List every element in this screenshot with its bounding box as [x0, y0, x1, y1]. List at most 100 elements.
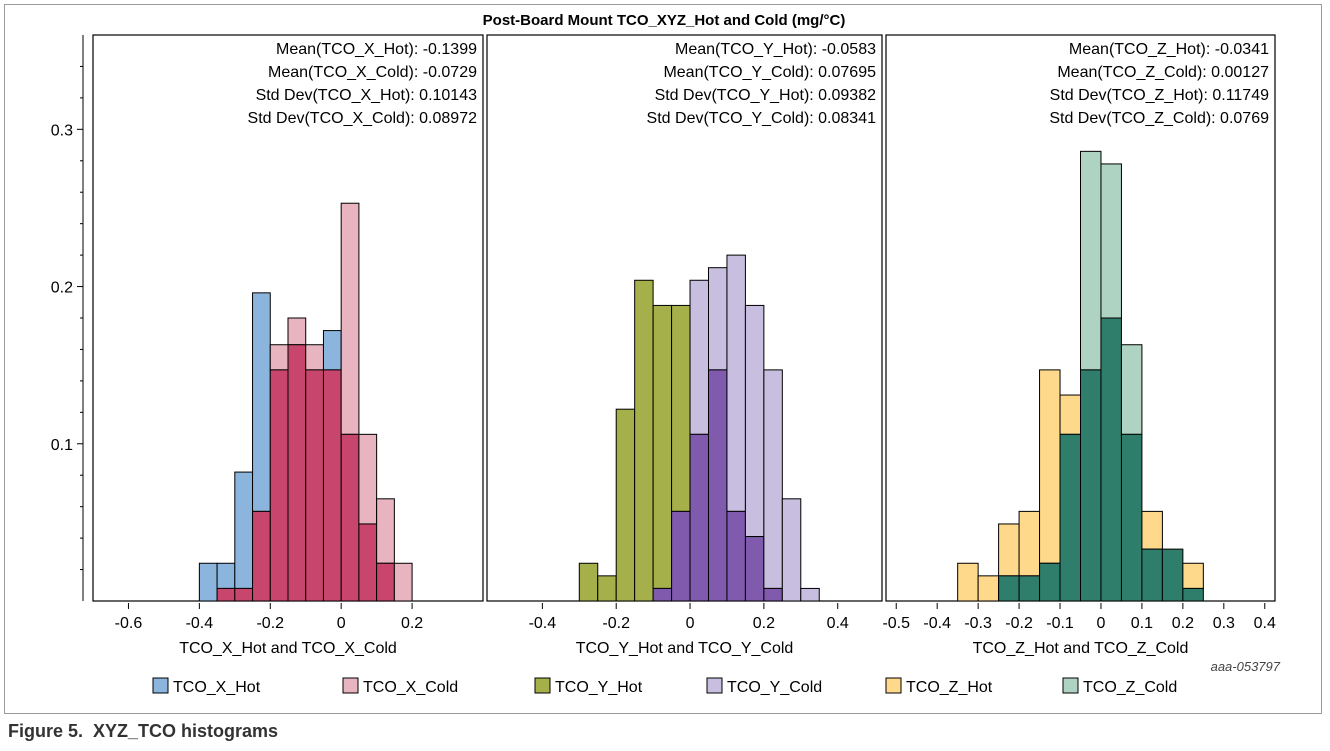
panel-y: Mean(TCO_Y_Hot): -0.0583 Mean(TCO_Y_Cold)…	[486, 34, 883, 657]
histogram-bar	[1141, 510, 1163, 550]
histogram-bar-overlap	[744, 536, 765, 602]
histogram-bar-overlap	[998, 575, 1020, 602]
histogram-bar	[689, 279, 709, 435]
histogram-bar	[358, 433, 378, 525]
x-tick-label: 0	[1097, 615, 1106, 632]
x-tick-label: -0.5	[882, 615, 910, 632]
x-tick-label: -0.4	[186, 615, 214, 632]
histogram-bar-overlap	[671, 510, 691, 602]
histogram-bar-overlap	[1080, 369, 1102, 602]
stats-annotation: Mean(TCO_X_Hot): -0.1399	[276, 41, 477, 58]
histogram-bar-overlap	[652, 587, 673, 602]
histogram-bar-overlap	[1100, 317, 1122, 602]
x-tick-label: -0.6	[115, 615, 143, 632]
histogram-bar-overlap	[1018, 575, 1041, 602]
histogram-bar-overlap	[358, 523, 378, 602]
histogram-bar-overlap	[252, 510, 271, 602]
histogram-bar-overlap	[763, 587, 783, 602]
x-tick-label: 0.1	[1131, 615, 1153, 632]
legend-label: TCO_X_Cold	[363, 679, 458, 696]
stats-annotation: Mean(TCO_Z_Cold): 0.00127	[1057, 64, 1269, 81]
histogram-bar-overlap	[726, 510, 746, 602]
histogram-bar-overlap	[287, 344, 307, 602]
histogram-bar	[763, 369, 783, 589]
histogram-bar	[305, 344, 324, 371]
x-tick-label: -0.4	[529, 615, 557, 632]
histogram-bar-overlap	[376, 562, 395, 602]
histogram-bar	[726, 254, 746, 512]
stats-annotation: Std Dev(TCO_Z_Hot): 0.11749	[1050, 87, 1269, 104]
y-tick-label: 0.3	[51, 122, 73, 139]
histogram-bar-overlap	[1182, 587, 1204, 602]
histogram-bar	[1182, 562, 1204, 589]
histogram-bar-overlap	[269, 369, 289, 602]
stats-annotation: Mean(TCO_Z_Hot): -0.0341	[1069, 41, 1269, 58]
legend-label: TCO_Y_Cold	[727, 679, 822, 696]
legend-swatch	[885, 677, 902, 694]
x-tick-label: -0.1	[1046, 615, 1074, 632]
histogram-bar	[269, 344, 289, 371]
legend-item: TCO_Z_Cold	[1062, 677, 1177, 696]
histogram-bar	[578, 562, 599, 602]
legend-item: TCO_X_Hot	[152, 677, 261, 696]
x-tick-label: 0.4	[1254, 615, 1276, 632]
histogram-bar	[615, 408, 636, 602]
x-tick-label: 0	[686, 615, 695, 632]
x-tick-label: -0.2	[602, 615, 630, 632]
histogram-bar-overlap	[1039, 562, 1061, 602]
legend-item: TCO_Y_Hot	[534, 677, 643, 696]
legend-item: TCO_Z_Hot	[885, 677, 993, 696]
histogram-bar	[800, 587, 820, 602]
histogram-bar	[998, 523, 1020, 577]
histogram-bar-overlap	[216, 587, 236, 602]
legend-label: TCO_X_Hot	[173, 679, 261, 696]
figure-caption-title: XYZ_TCO histograms	[93, 721, 279, 741]
histogram-bar-overlap	[340, 433, 360, 602]
x-tick-label: 0.2	[1172, 615, 1194, 632]
x-tick-label: 0.3	[1213, 615, 1235, 632]
histogram-bar	[707, 267, 728, 371]
y-tick-label: 0.1	[51, 437, 73, 454]
histogram-bar	[781, 498, 802, 602]
histogram-bar-overlap	[234, 587, 254, 602]
histogram-bar	[393, 562, 413, 602]
y-tick-label: 0.2	[51, 280, 73, 297]
legend-swatch	[342, 677, 359, 694]
histogram-bar	[340, 202, 360, 435]
histogram-bar	[977, 575, 1000, 602]
chart-title: Post-Board Mount TCO_XYZ_Hot and Cold (m…	[483, 12, 846, 29]
legend-swatch	[152, 677, 169, 694]
x-axis-label: TCO_X_Hot and TCO_X_Cold	[179, 640, 397, 657]
watermark-id: aaa-053797	[1211, 659, 1281, 674]
histogram-bar	[652, 304, 673, 589]
x-axis-label: TCO_Y_Hot and TCO_Y_Cold	[576, 640, 794, 657]
histogram-bar	[597, 575, 617, 602]
x-tick-label: -0.3	[964, 615, 992, 632]
legend-label: TCO_Z_Hot	[906, 679, 993, 696]
panel-z: Mean(TCO_Z_Hot): -0.0341 Mean(TCO_Z_Cold)…	[882, 34, 1276, 657]
histogram-bar	[1100, 163, 1122, 319]
histogram-bar	[1018, 510, 1041, 577]
histogram-bar	[216, 562, 236, 589]
x-tick-label: 0.2	[753, 615, 775, 632]
stats-annotation: Std Dev(TCO_X_Hot): 0.10143	[256, 87, 478, 104]
histogram-bar	[287, 317, 307, 346]
histogram-bar-overlap	[305, 369, 324, 602]
histogram-bar	[252, 292, 271, 512]
stats-annotation: Mean(TCO_Y_Cold): 0.07695	[663, 64, 876, 81]
figure-label: Figure 5.	[8, 721, 84, 741]
histogram-bar	[1080, 150, 1102, 371]
histogram-bar-overlap	[1161, 548, 1184, 602]
histogram-bar	[322, 330, 342, 371]
histogram-bar	[744, 304, 765, 538]
figure-caption: Figure 5. XYZ_TCO histograms	[8, 721, 278, 742]
histogram-bar-overlap	[1141, 548, 1163, 602]
legend-swatch	[706, 677, 723, 694]
histogram-bar-overlap	[707, 369, 728, 602]
histogram-bar	[376, 498, 395, 564]
x-tick-label: 0	[337, 615, 346, 632]
histogram-bar	[1120, 344, 1143, 435]
x-axis-label: TCO_Z_Hot and TCO_Z_Cold	[973, 640, 1189, 657]
histogram-bar-overlap	[689, 433, 709, 602]
stats-annotation: Std Dev(TCO_X_Cold): 0.08972	[248, 110, 478, 127]
